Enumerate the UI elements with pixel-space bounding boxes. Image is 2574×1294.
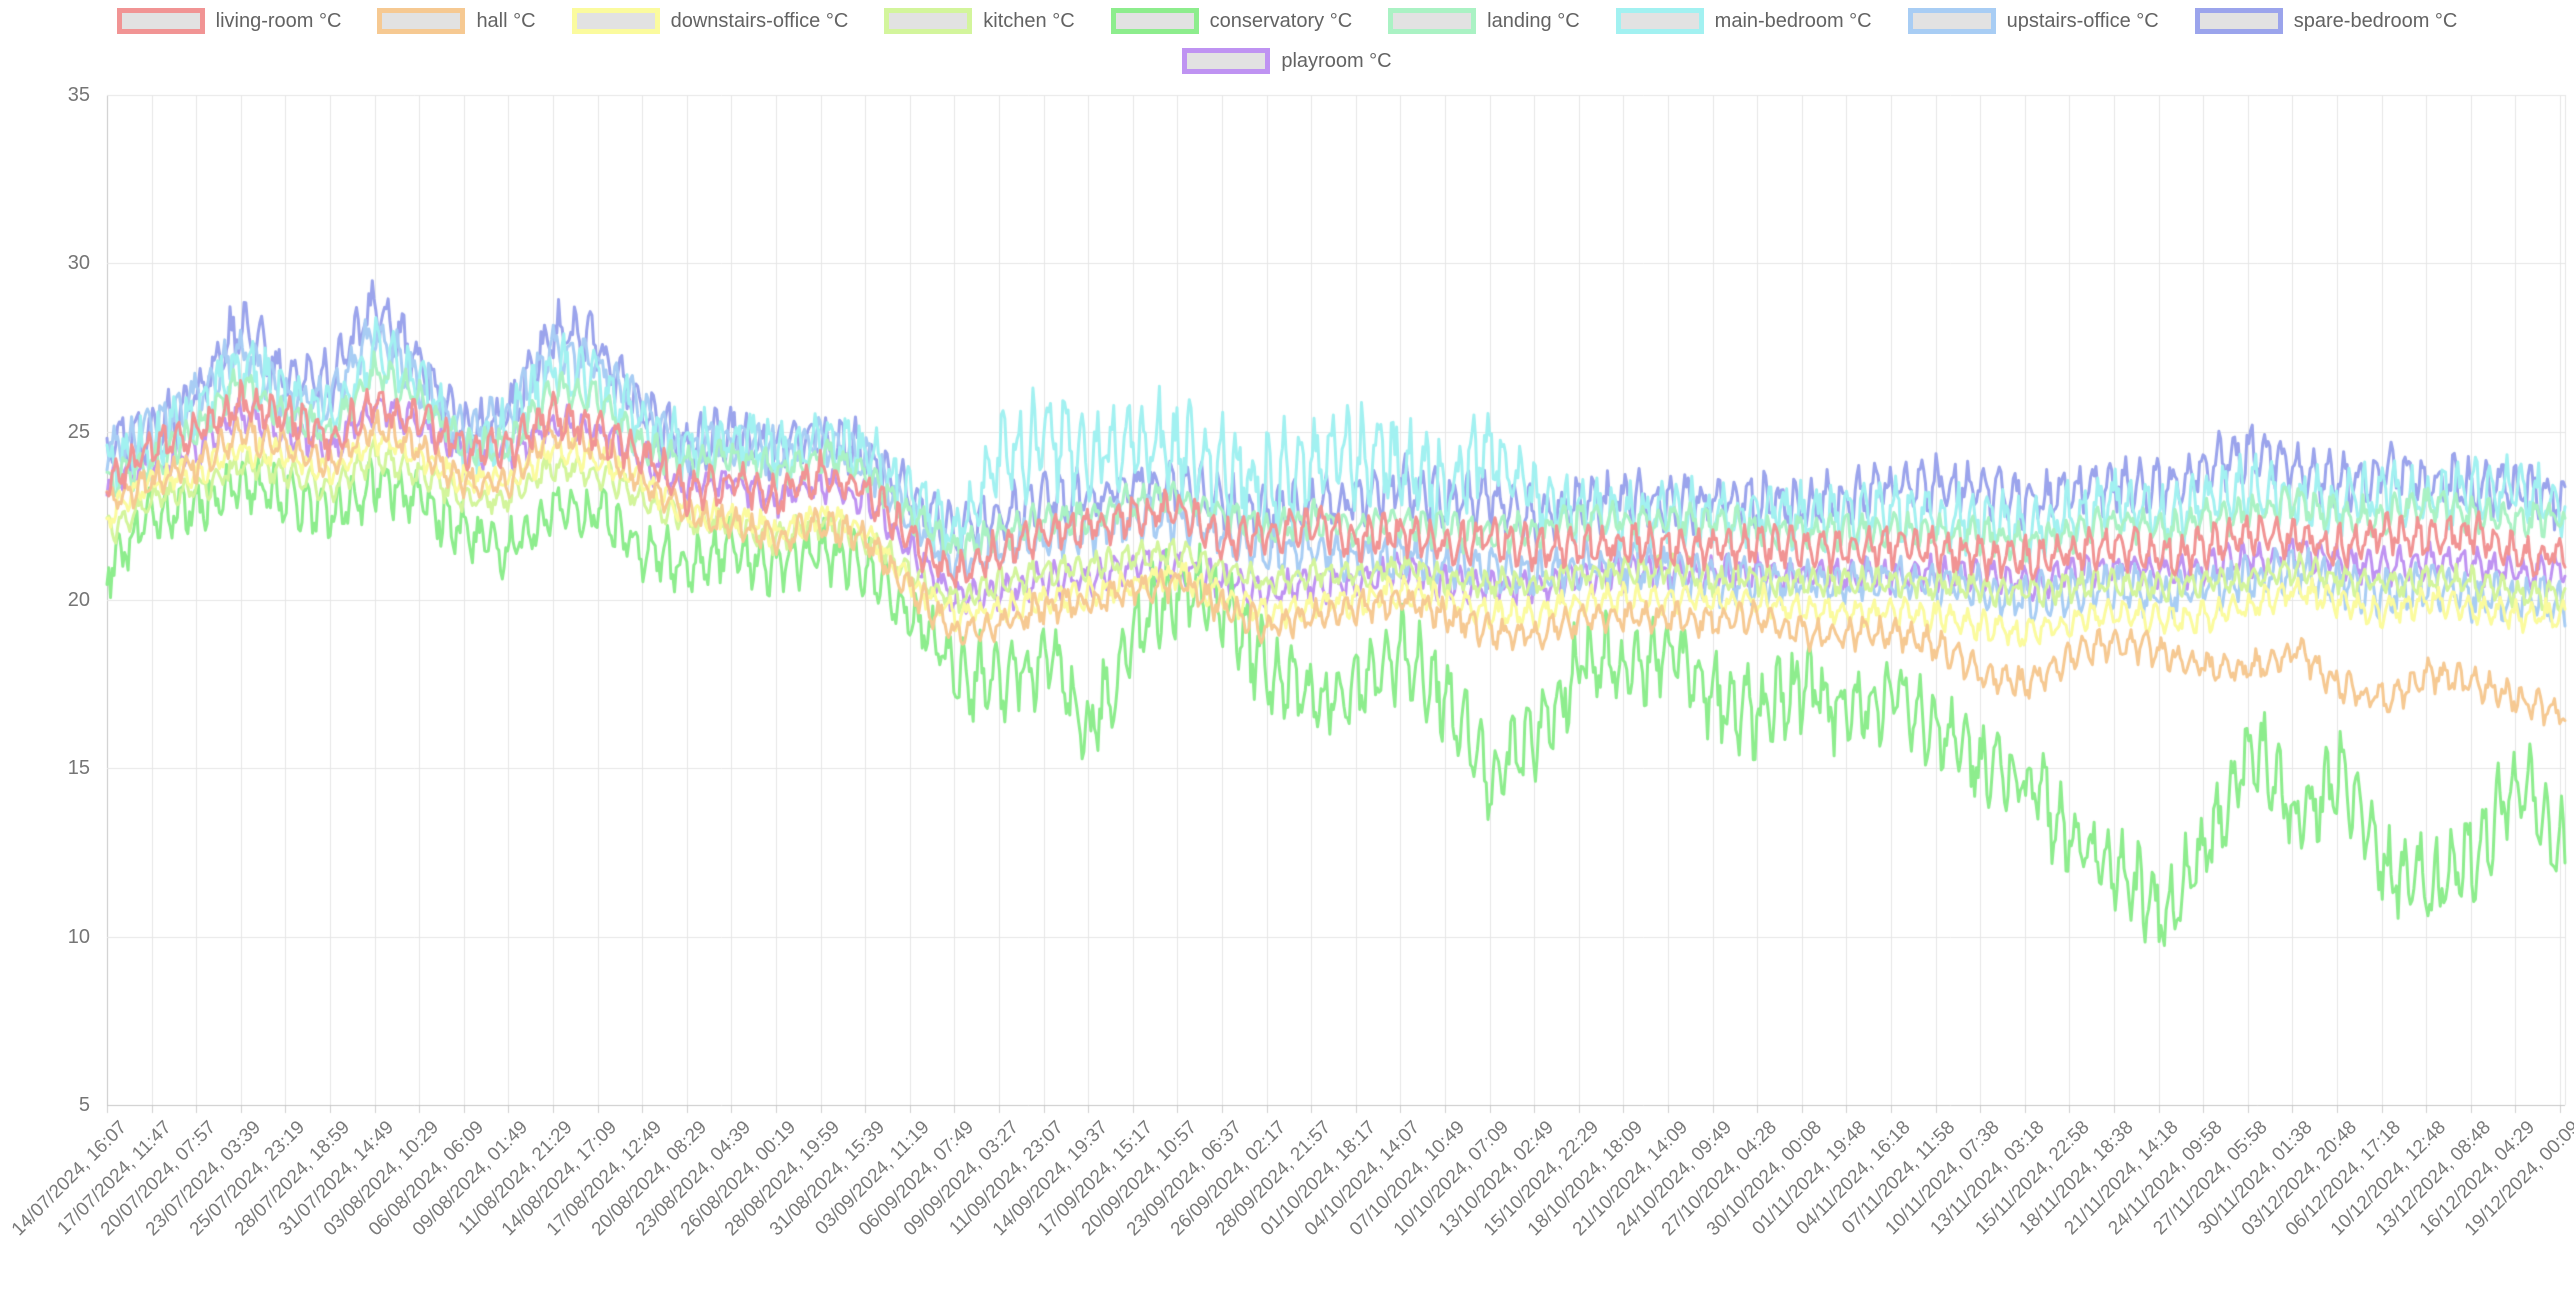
legend-label: hall °C	[476, 9, 536, 32]
y-axis-label: 30	[67, 252, 90, 275]
y-axis-label: 10	[67, 925, 90, 948]
legend-item-landing[interactable]: landing °C	[1388, 8, 1580, 34]
legend-label: living-room °C	[215, 9, 342, 32]
legend-item-living-room[interactable]: living-room °C	[116, 8, 342, 34]
legend-item-downstairs-office[interactable]: downstairs-office °C	[571, 8, 849, 34]
legend-swatch-icon	[884, 8, 973, 34]
legend-item-spare-bedroom[interactable]: spare-bedroom °C	[2194, 8, 2458, 34]
legend-label: main-bedroom °C	[1714, 9, 1872, 32]
legend-swatch-icon	[1388, 8, 1477, 34]
legend-swatch-icon	[116, 8, 205, 34]
legend-item-conservatory[interactable]: conservatory °C	[1110, 8, 1353, 34]
y-axis-label: 20	[67, 589, 90, 611]
legend-swatch-icon	[571, 8, 660, 34]
y-axis-label: 15	[67, 757, 90, 780]
legend-swatch-icon	[377, 8, 466, 34]
legend-label: kitchen °C	[983, 9, 1075, 32]
legend-label: upstairs-office °C	[2006, 9, 2159, 32]
chart-legend: living-room °C hall °C downstairs-office °…	[0, 8, 2574, 74]
legend-label: spare-bedroom °C	[2293, 9, 2458, 32]
legend-item-main-bedroom[interactable]: main-bedroom °C	[1615, 8, 1872, 34]
legend-item-kitchen[interactable]: kitchen °C	[884, 8, 1075, 34]
y-axis-label: 25	[67, 420, 90, 443]
y-axis-label: 5	[78, 1094, 90, 1116]
y-axis-label: 35	[67, 84, 90, 106]
legend-swatch-icon	[1110, 8, 1199, 34]
legend-swatch-icon	[1615, 8, 1704, 34]
legend-row: playroom °C	[1164, 48, 1409, 74]
legend-swatch-icon	[1182, 48, 1271, 74]
legend-label: playroom °C	[1281, 49, 1392, 72]
legend-swatch-icon	[2194, 8, 2283, 34]
legend-label: downstairs-office °C	[670, 9, 849, 32]
legend-item-hall[interactable]: hall °C	[377, 8, 536, 34]
legend-swatch-icon	[1907, 8, 1996, 34]
legend-item-upstairs-office[interactable]: upstairs-office °C	[1907, 8, 2159, 34]
legend-item-playroom[interactable]: playroom °C	[1182, 48, 1392, 74]
legend-row: living-room °C hall °C downstairs-office °…	[99, 8, 2476, 34]
legend-label: conservatory °C	[1209, 9, 1353, 32]
legend-label: landing °C	[1487, 9, 1580, 32]
